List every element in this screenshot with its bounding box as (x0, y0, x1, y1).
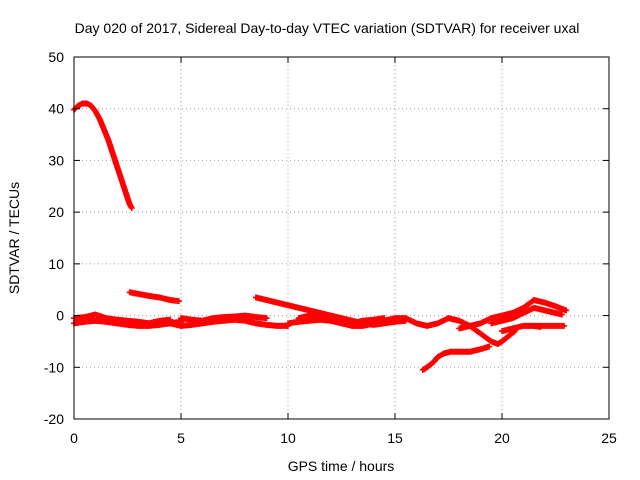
series-track-cross-17-21 (445, 315, 518, 348)
data-point (381, 315, 388, 322)
series-track-dip-16-19 (419, 343, 493, 373)
series-track-early-decline (71, 100, 135, 212)
series-track-mid-10-16b (295, 311, 388, 327)
x-tick-label: 0 (70, 430, 78, 446)
axis-ticks: 0 5 10 15 20 25 -20 -10 0 10 20 30 40 50 (44, 49, 617, 446)
series-track-rise-19-23b (488, 304, 565, 327)
y-axis-label: SDTVAR / TECUs (6, 182, 22, 294)
data-point (128, 205, 135, 212)
series-track-mid-4-10b (178, 312, 270, 324)
data-point (558, 311, 565, 318)
series-track-base-0-5b (71, 311, 174, 327)
data-point (531, 322, 538, 329)
data-point (486, 343, 493, 350)
y-tick-label: 50 (48, 49, 64, 65)
series-track-mid-4-10 (167, 316, 291, 329)
data-point (263, 315, 270, 322)
grid (74, 57, 609, 419)
series-track-upper-2-5 (126, 289, 182, 305)
data-point (175, 298, 182, 305)
x-tick-label: 20 (494, 430, 510, 446)
y-tick-label: 0 (56, 308, 64, 324)
y-tick-label: -10 (44, 359, 64, 375)
y-tick-label: 30 (48, 152, 64, 168)
plot-frame (73, 56, 610, 420)
y-tick-label: 10 (48, 256, 64, 272)
y-tick-label: 20 (48, 204, 64, 220)
x-tick-label: 15 (387, 430, 403, 446)
x-tick-label: 10 (280, 430, 296, 446)
chart-title: Day 020 of 2017, Sidereal Day-to-day VTE… (75, 20, 580, 36)
data-point (563, 307, 570, 314)
y-tick-label: -20 (44, 411, 64, 427)
series-track-lower-20-22 (499, 322, 544, 335)
x-axis-label: GPS time / hours (288, 458, 395, 474)
series-isolated-marks (531, 322, 568, 329)
x-tick-label: 25 (601, 430, 617, 446)
data-points (71, 100, 570, 373)
y-tick-label: 40 (48, 101, 64, 117)
series-track-rise-18-23 (456, 297, 570, 332)
x-tick-label: 5 (177, 430, 185, 446)
